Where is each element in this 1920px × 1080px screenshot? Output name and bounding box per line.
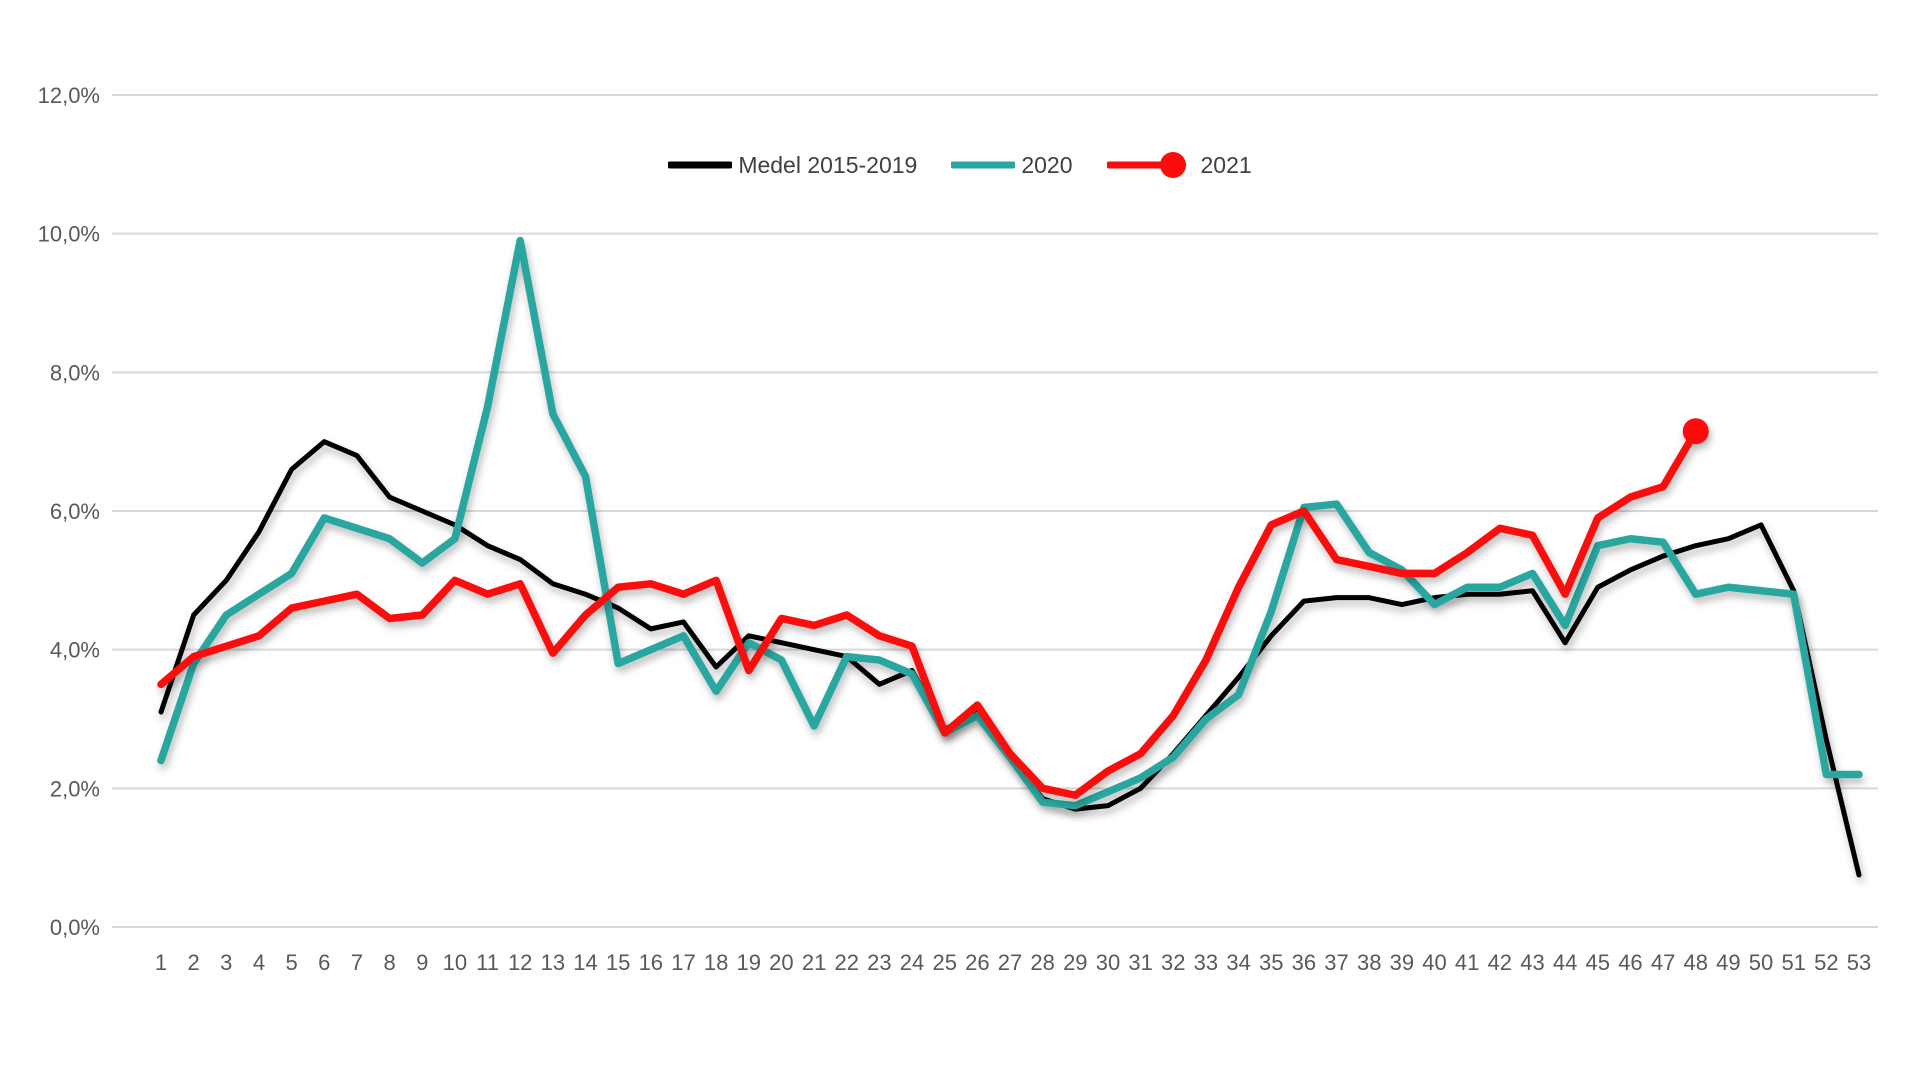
x-axis-tick-label: 34	[1226, 950, 1250, 975]
x-axis-tick-label: 26	[965, 950, 989, 975]
legend-label: Medel 2015-2019	[738, 151, 918, 178]
x-axis-tick-label: 36	[1292, 950, 1316, 975]
x-axis-tick-label: 19	[737, 950, 761, 975]
x-axis-tick-label: 40	[1422, 950, 1446, 975]
legend-item-medel-2015-2019: Medel 2015-2019	[668, 150, 917, 180]
x-axis-tick-label: 49	[1716, 950, 1740, 975]
x-axis-tick-label: 13	[541, 950, 565, 975]
x-axis-tick-label: 45	[1586, 950, 1610, 975]
chart-legend: Medel 2015-2019 2020 2021	[0, 140, 1920, 190]
x-axis-tick-label: 29	[1063, 950, 1087, 975]
x-axis-tick-label: 10	[443, 950, 467, 975]
y-axis-tick-label: 8,0%	[50, 360, 100, 385]
x-axis-tick-label: 28	[1030, 950, 1054, 975]
x-axis-tick-label: 39	[1390, 950, 1414, 975]
series-2020	[157, 236, 1863, 810]
x-axis-tick-label: 51	[1781, 950, 1805, 975]
x-axis-tick-label: 3	[220, 950, 232, 975]
x-axis-tick-label: 8	[383, 950, 395, 975]
legend-line-sample	[1106, 152, 1186, 178]
x-axis-tick-label: 48	[1683, 950, 1707, 975]
x-axis-tick-label: 5	[285, 950, 297, 975]
legend-line-sample	[951, 161, 1016, 169]
x-axis-tick-label: 35	[1259, 950, 1283, 975]
series-2021	[157, 418, 1709, 800]
x-axis-tick-label: 4	[253, 950, 265, 975]
x-axis-tick-label: 15	[606, 950, 630, 975]
series-end-dot	[1682, 418, 1709, 445]
legend-label: 2021	[1200, 151, 1252, 178]
y-axis-tick-label: 12,0%	[38, 83, 100, 108]
x-axis-tick-label: 42	[1488, 950, 1512, 975]
x-axis-tick-label: 7	[351, 950, 363, 975]
x-axis-tick-label: 16	[639, 950, 663, 975]
legend-line-sample	[668, 161, 733, 169]
legend-item-2021: 2021	[1106, 150, 1252, 180]
legend-sample-dot	[1159, 152, 1186, 178]
x-axis-tick-label: 46	[1618, 950, 1642, 975]
x-axis-tick-label: 31	[1128, 950, 1152, 975]
x-axis-tick-label: 2	[188, 950, 200, 975]
x-axis-tick-label: 11	[476, 950, 499, 975]
x-axis-tick-label: 52	[1814, 950, 1838, 975]
y-axis-tick-label: 4,0%	[50, 638, 100, 663]
x-axis-tick-label: 14	[573, 950, 597, 975]
y-axis-tick-label: 2,0%	[50, 776, 100, 801]
x-axis-tick-label: 24	[900, 950, 924, 975]
x-axis-tick-label: 20	[769, 950, 793, 975]
x-axis-tick-label: 23	[867, 950, 891, 975]
series-line	[157, 427, 1700, 800]
x-axis-tick-label: 43	[1520, 950, 1544, 975]
x-axis-tick-label: 9	[416, 950, 428, 975]
x-axis-tick-label: 17	[671, 950, 695, 975]
x-axis-tick-label: 32	[1161, 950, 1185, 975]
x-axis-tick-label: 1	[155, 950, 167, 975]
x-axis-tick-label: 50	[1749, 950, 1773, 975]
x-axis-tick-label: 47	[1651, 950, 1675, 975]
y-axis-tick-label: 0,0%	[50, 915, 100, 940]
legend-item-2020: 2020	[951, 150, 1073, 180]
y-axis-tick-label: 6,0%	[50, 499, 100, 524]
x-axis-tick-label: 18	[704, 950, 728, 975]
x-axis-tick-label: 41	[1455, 950, 1479, 975]
series-line	[158, 439, 1862, 878]
x-axis-tick-label: 25	[932, 950, 956, 975]
y-axis-tick-label: 10,0%	[38, 222, 100, 247]
legend-label: 2020	[1021, 151, 1073, 178]
x-axis-tick-label: 33	[1194, 950, 1218, 975]
x-axis-tick-label: 37	[1324, 950, 1348, 975]
x-axis-tick-label: 53	[1847, 950, 1871, 975]
x-axis-tick-label: 44	[1553, 950, 1577, 975]
x-axis-tick-label: 22	[834, 950, 858, 975]
series-medel-2015-2019	[158, 439, 1862, 878]
series-line	[157, 236, 1863, 810]
x-axis-tick-label: 30	[1096, 950, 1120, 975]
x-axis-tick-label: 27	[998, 950, 1022, 975]
x-axis-tick-label: 12	[508, 950, 532, 975]
x-axis-tick-label: 38	[1357, 950, 1381, 975]
x-axis-tick-label: 6	[318, 950, 330, 975]
x-axis-tick-label: 21	[802, 950, 826, 975]
